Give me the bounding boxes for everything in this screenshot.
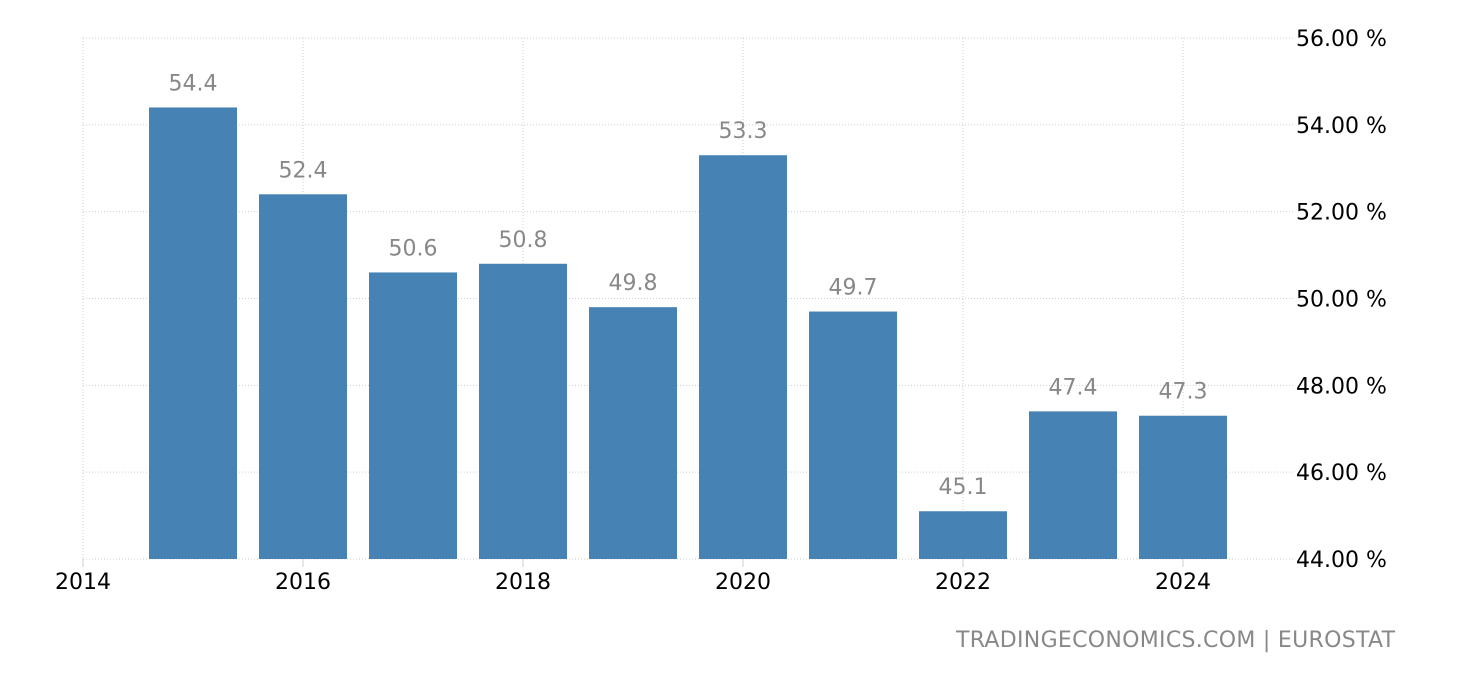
bar-2020 bbox=[699, 155, 787, 559]
bar-2018 bbox=[479, 263, 567, 559]
x-tick-label: 2014 bbox=[55, 570, 111, 595]
x-tick-label: 2016 bbox=[275, 570, 331, 595]
bar-2024 bbox=[1139, 415, 1227, 559]
y-tick-label: 52.00 % bbox=[1296, 201, 1387, 226]
data-label: 45.1 bbox=[939, 475, 988, 500]
data-label: 50.8 bbox=[499, 228, 548, 253]
x-tick-label: 2022 bbox=[935, 570, 991, 595]
x-tick-label: 2018 bbox=[495, 570, 551, 595]
source-credit: TRADINGECONOMICS.COM | EUROSTAT bbox=[956, 628, 1396, 653]
bar-2022 bbox=[919, 511, 1007, 559]
data-label: 47.4 bbox=[1049, 375, 1098, 400]
bar-2019 bbox=[589, 307, 677, 559]
y-tick-label: 46.00 % bbox=[1296, 461, 1387, 486]
x-tick-label: 2024 bbox=[1155, 570, 1211, 595]
data-label: 52.4 bbox=[279, 158, 328, 183]
y-tick-label: 56.00 % bbox=[1296, 27, 1387, 52]
bar-2015 bbox=[149, 107, 237, 559]
bar-2017 bbox=[369, 272, 457, 559]
y-tick-label: 44.00 % bbox=[1296, 548, 1387, 573]
bar-2016 bbox=[259, 194, 347, 560]
data-label: 49.7 bbox=[829, 276, 878, 301]
y-tick-label: 48.00 % bbox=[1296, 374, 1387, 399]
bar-2021 bbox=[809, 311, 897, 559]
x-tick-label: 2020 bbox=[715, 570, 771, 595]
data-label: 53.3 bbox=[719, 119, 768, 144]
data-label: 50.6 bbox=[389, 236, 438, 261]
y-tick-label: 54.00 % bbox=[1296, 114, 1387, 139]
data-label: 47.3 bbox=[1159, 380, 1208, 405]
bar-2023 bbox=[1029, 411, 1117, 559]
y-tick-label: 50.00 % bbox=[1296, 288, 1387, 313]
data-label: 49.8 bbox=[609, 271, 658, 296]
data-label: 54.4 bbox=[169, 71, 218, 96]
